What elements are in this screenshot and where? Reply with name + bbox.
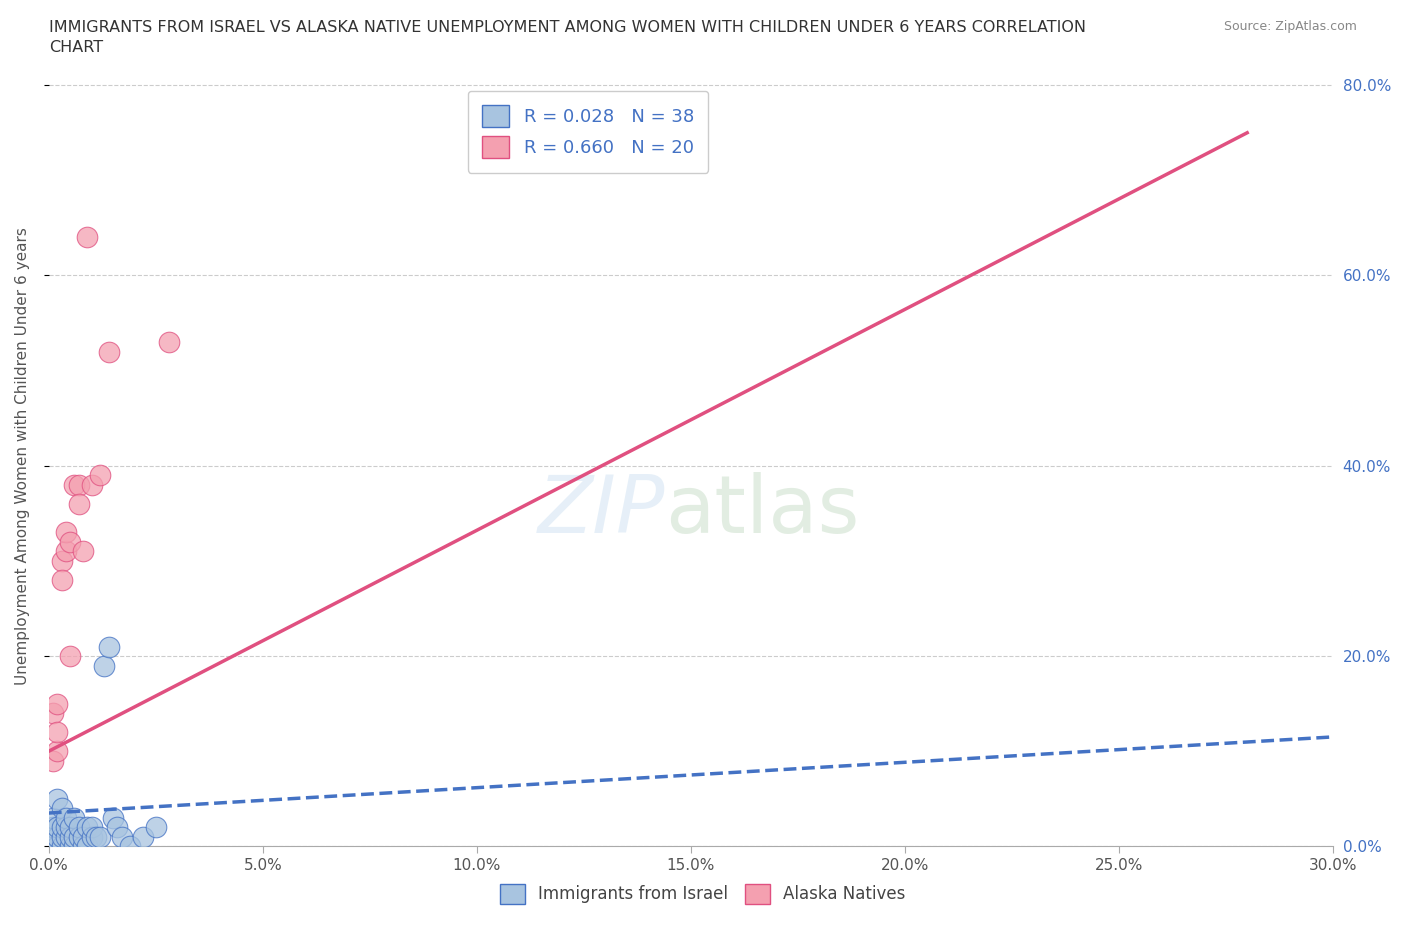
Point (63, 477, 86, 492)
Text: atlas: atlas (665, 472, 859, 550)
Text: Source: ZipAtlas.com: Source: ZipAtlas.com (1223, 20, 1357, 33)
Point (42, 753, 65, 768)
Point (89, 830, 111, 844)
Point (105, 820, 128, 835)
Point (120, 839, 142, 854)
Point (46, 791, 69, 806)
Point (51, 839, 73, 854)
Point (101, 810, 124, 825)
Point (84, 830, 107, 844)
Point (59, 535, 82, 550)
Point (51, 573, 73, 588)
Point (46, 697, 69, 711)
Point (59, 648, 82, 663)
Point (51, 820, 73, 835)
Point (145, 820, 167, 835)
Point (80, 830, 103, 844)
Point (42, 810, 65, 825)
Point (46, 744, 69, 759)
Point (132, 830, 155, 844)
Point (80, 820, 103, 835)
Point (42, 820, 65, 835)
Point (55, 544, 77, 559)
Point (76, 820, 98, 835)
Point (51, 830, 73, 844)
Point (46, 724, 69, 739)
Point (76, 839, 98, 854)
Point (72, 839, 94, 854)
Point (67, 830, 90, 844)
Text: ZIP: ZIP (537, 472, 665, 550)
Point (80, 477, 103, 492)
Point (72, 544, 94, 559)
Point (51, 553, 73, 568)
Point (67, 477, 90, 492)
Point (55, 820, 77, 835)
Text: CHART: CHART (49, 40, 103, 55)
Point (67, 497, 90, 512)
Point (55, 525, 77, 539)
Point (55, 810, 77, 825)
Point (72, 830, 94, 844)
Point (55, 830, 77, 844)
Point (46, 830, 69, 844)
Legend: Immigrants from Israel, Alaska Natives: Immigrants from Israel, Alaska Natives (494, 877, 912, 910)
Point (89, 468, 111, 483)
Y-axis label: Unemployment Among Women with Children Under 6 years: Unemployment Among Women with Children U… (15, 227, 30, 685)
Point (59, 820, 82, 835)
Point (67, 820, 90, 835)
Point (97, 639, 120, 654)
Point (59, 830, 82, 844)
Point (110, 830, 132, 844)
Point (59, 839, 82, 854)
Point (46, 820, 69, 835)
Text: IMMIGRANTS FROM ISRAEL VS ALASKA NATIVE UNEMPLOYMENT AMONG WOMEN WITH CHILDREN U: IMMIGRANTS FROM ISRAEL VS ALASKA NATIVE … (49, 20, 1087, 35)
Point (63, 830, 86, 844)
Point (63, 839, 86, 854)
Point (76, 230, 98, 245)
Point (97, 344, 120, 359)
Point (157, 335, 180, 350)
Point (93, 658, 115, 673)
Point (63, 810, 86, 825)
Point (42, 830, 65, 844)
Point (42, 706, 65, 721)
Legend: R = 0.028   N = 38, R = 0.660   N = 20: R = 0.028 N = 38, R = 0.660 N = 20 (468, 91, 709, 173)
Point (51, 801, 73, 816)
Point (46, 839, 69, 854)
